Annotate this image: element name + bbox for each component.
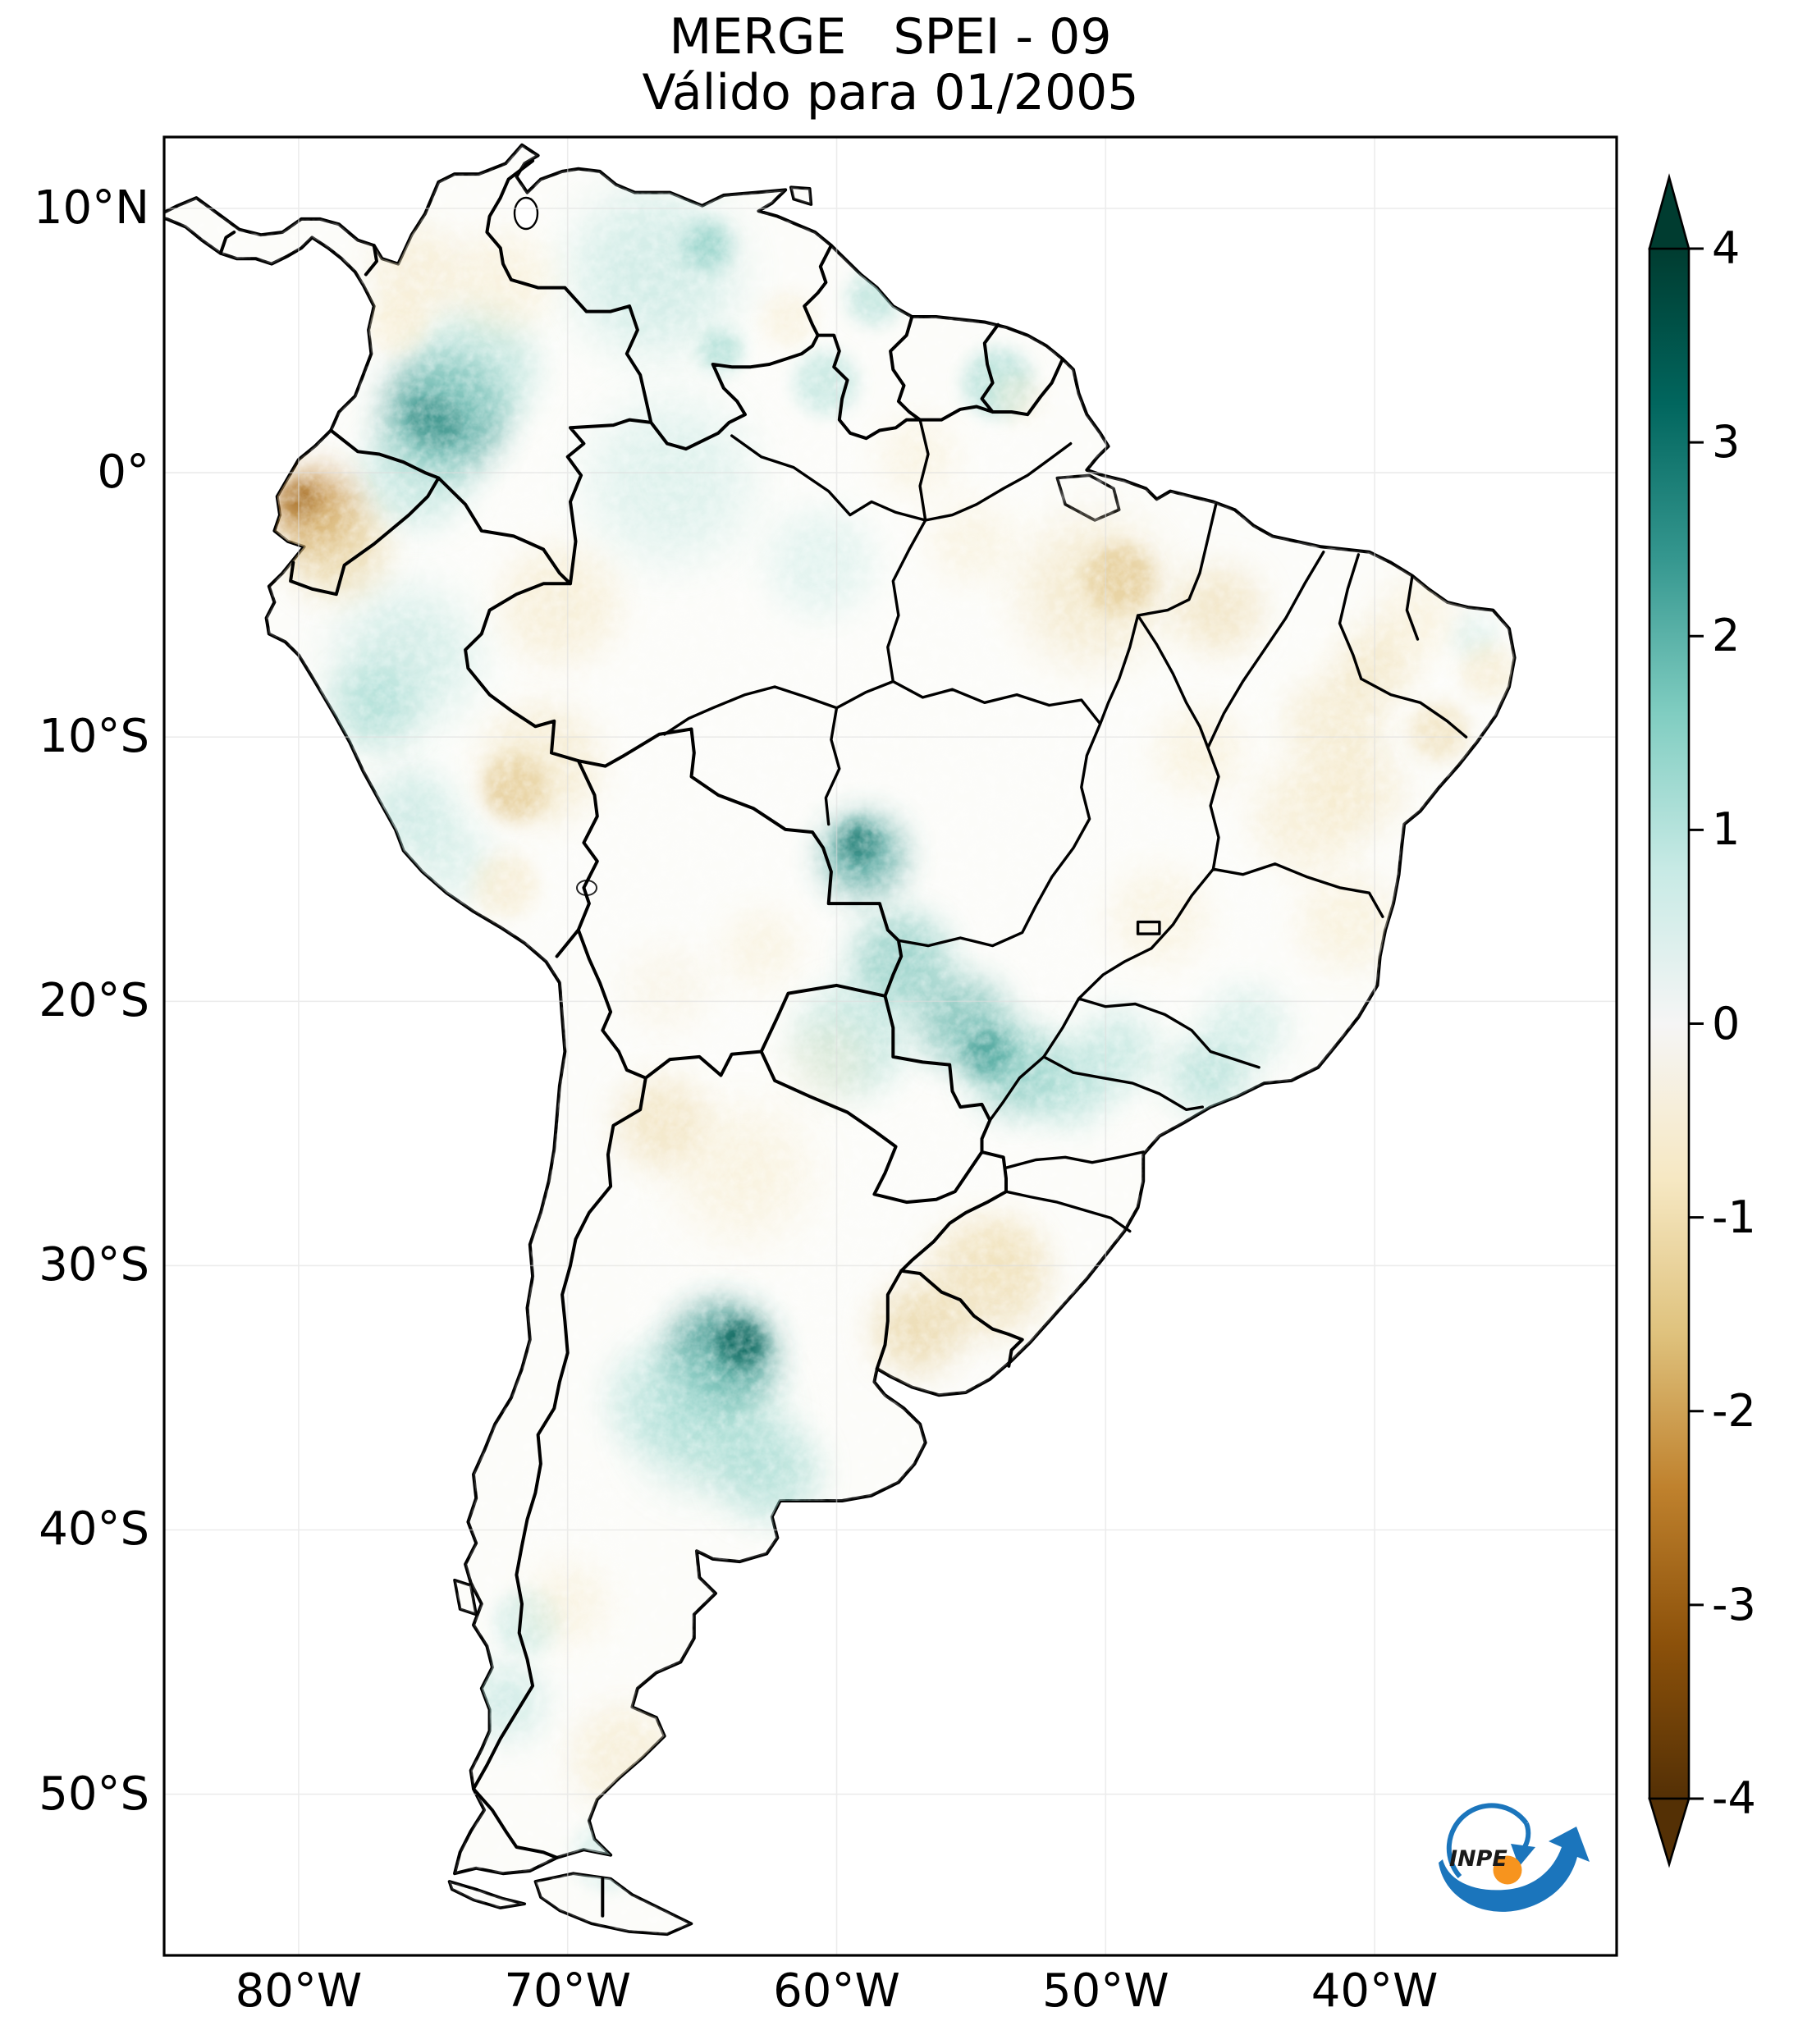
country-borders xyxy=(218,159,1064,1918)
inpe-logo-orange-dot xyxy=(1493,1855,1522,1885)
colorbar-tick-label: 1 xyxy=(1712,803,1741,856)
colorbar-tick-label: -3 xyxy=(1712,1578,1756,1630)
raster-grain-texture xyxy=(164,144,1515,1935)
colorbar-tick-label: -2 xyxy=(1712,1384,1756,1437)
x-tick-label: 40°W xyxy=(1311,1964,1439,2018)
x-tick-label: 60°W xyxy=(773,1964,900,2018)
colorbar-tick-marks xyxy=(1689,247,1704,1800)
spei-raster xyxy=(164,144,1515,1935)
colorbar-gradient-bar xyxy=(1648,247,1690,1800)
lake-maracaibo xyxy=(513,196,539,231)
colorbar-tick-label: 0 xyxy=(1712,997,1741,1049)
colorbar-tick-label: -1 xyxy=(1712,1191,1756,1243)
colorbar-tick-label: -4 xyxy=(1712,1772,1756,1824)
y-tick-label: 50°S xyxy=(39,1767,149,1821)
x-tick-label: 70°W xyxy=(504,1964,632,2018)
chart-subtitle: Válido para 01/2005 xyxy=(642,64,1139,121)
colorbar-tick-label: 4 xyxy=(1712,222,1741,274)
x-tick-label: 50°W xyxy=(1041,1964,1169,2018)
state-borders xyxy=(663,418,1468,1233)
inpe-logo-swirl xyxy=(1446,1803,1529,1878)
colorbar-tick-label: 3 xyxy=(1712,416,1741,469)
y-tick-label: 10°N xyxy=(33,181,149,235)
colorbar-tick-label: 2 xyxy=(1712,610,1741,662)
inpe-logo-text: INPE xyxy=(1449,1846,1507,1872)
plot-frame xyxy=(162,135,1618,1957)
colorbar-arrow-bottom xyxy=(1648,1797,1690,1868)
y-tick-label: 10°S xyxy=(39,710,149,764)
x-tick-label: 80°W xyxy=(235,1964,363,2018)
chart-title: MERGE SPEI - 09 xyxy=(669,8,1112,66)
map-plot-area xyxy=(164,137,1617,1955)
colorbar xyxy=(1648,173,1704,1868)
inpe-logo-big-arrow xyxy=(1439,1827,1590,1912)
y-tick-label: 20°S xyxy=(39,974,149,1028)
graticule-gridlines xyxy=(164,137,1617,1955)
y-tick-label: 40°S xyxy=(39,1502,149,1557)
inpe-logo: INPE xyxy=(1439,1803,1590,1912)
colorbar-arrow-top xyxy=(1648,173,1690,250)
y-tick-label: 0° xyxy=(97,446,149,500)
y-tick-label: 30°S xyxy=(39,1238,149,1292)
